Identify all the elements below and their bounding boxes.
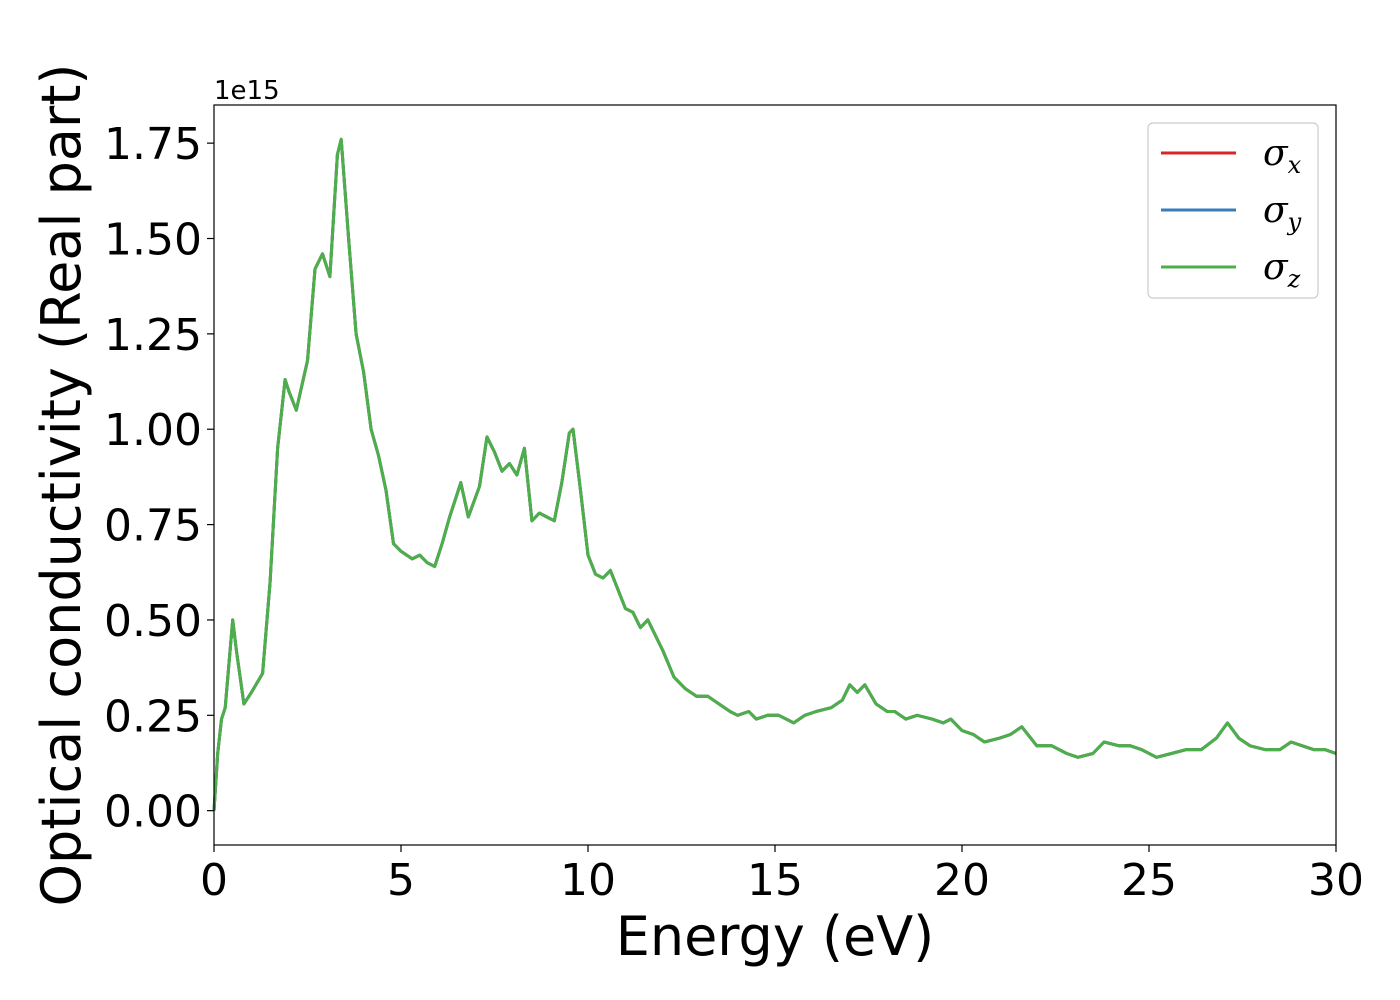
legend-label-z: σz — [1263, 247, 1301, 293]
x-tick-label: 10 — [560, 855, 616, 906]
y-tick-label: 0.75 — [104, 501, 202, 552]
x-axis-title: Energy (eV) — [616, 905, 935, 968]
series-line-z — [212, 137, 1337, 811]
legend-label-y: σy — [1263, 190, 1302, 236]
y-tick-label: 0.25 — [104, 691, 202, 742]
y-tick-label: 1.50 — [104, 215, 202, 266]
x-tick-label: 30 — [1308, 855, 1364, 906]
x-tick-label: 25 — [1121, 855, 1177, 906]
x-tick-label: 0 — [200, 855, 228, 906]
x-tick-label: 5 — [387, 855, 415, 906]
series-lines — [212, 137, 1337, 811]
x-tick-label: 20 — [934, 855, 990, 906]
y-tick-label: 0.00 — [104, 787, 202, 838]
legend: σx σy σz — [1147, 122, 1319, 299]
legend-label-x: σx — [1263, 133, 1302, 179]
y-tick-label: 1.25 — [104, 310, 202, 361]
y-axis: 0.00 0.25 0.50 0.75 1.00 1.25 1.50 1.75 — [104, 119, 214, 838]
y-tick-label: 1.00 — [104, 405, 202, 456]
x-tick-label: 15 — [747, 855, 803, 906]
x-axis: 0 5 10 15 20 25 30 — [200, 845, 1364, 906]
y-offset-label: 1e15 — [214, 76, 280, 106]
y-tick-label: 0.50 — [104, 596, 202, 647]
y-axis-title: Optical conductivity (Real part) — [30, 64, 93, 907]
y-tick-label: 1.75 — [104, 119, 202, 170]
